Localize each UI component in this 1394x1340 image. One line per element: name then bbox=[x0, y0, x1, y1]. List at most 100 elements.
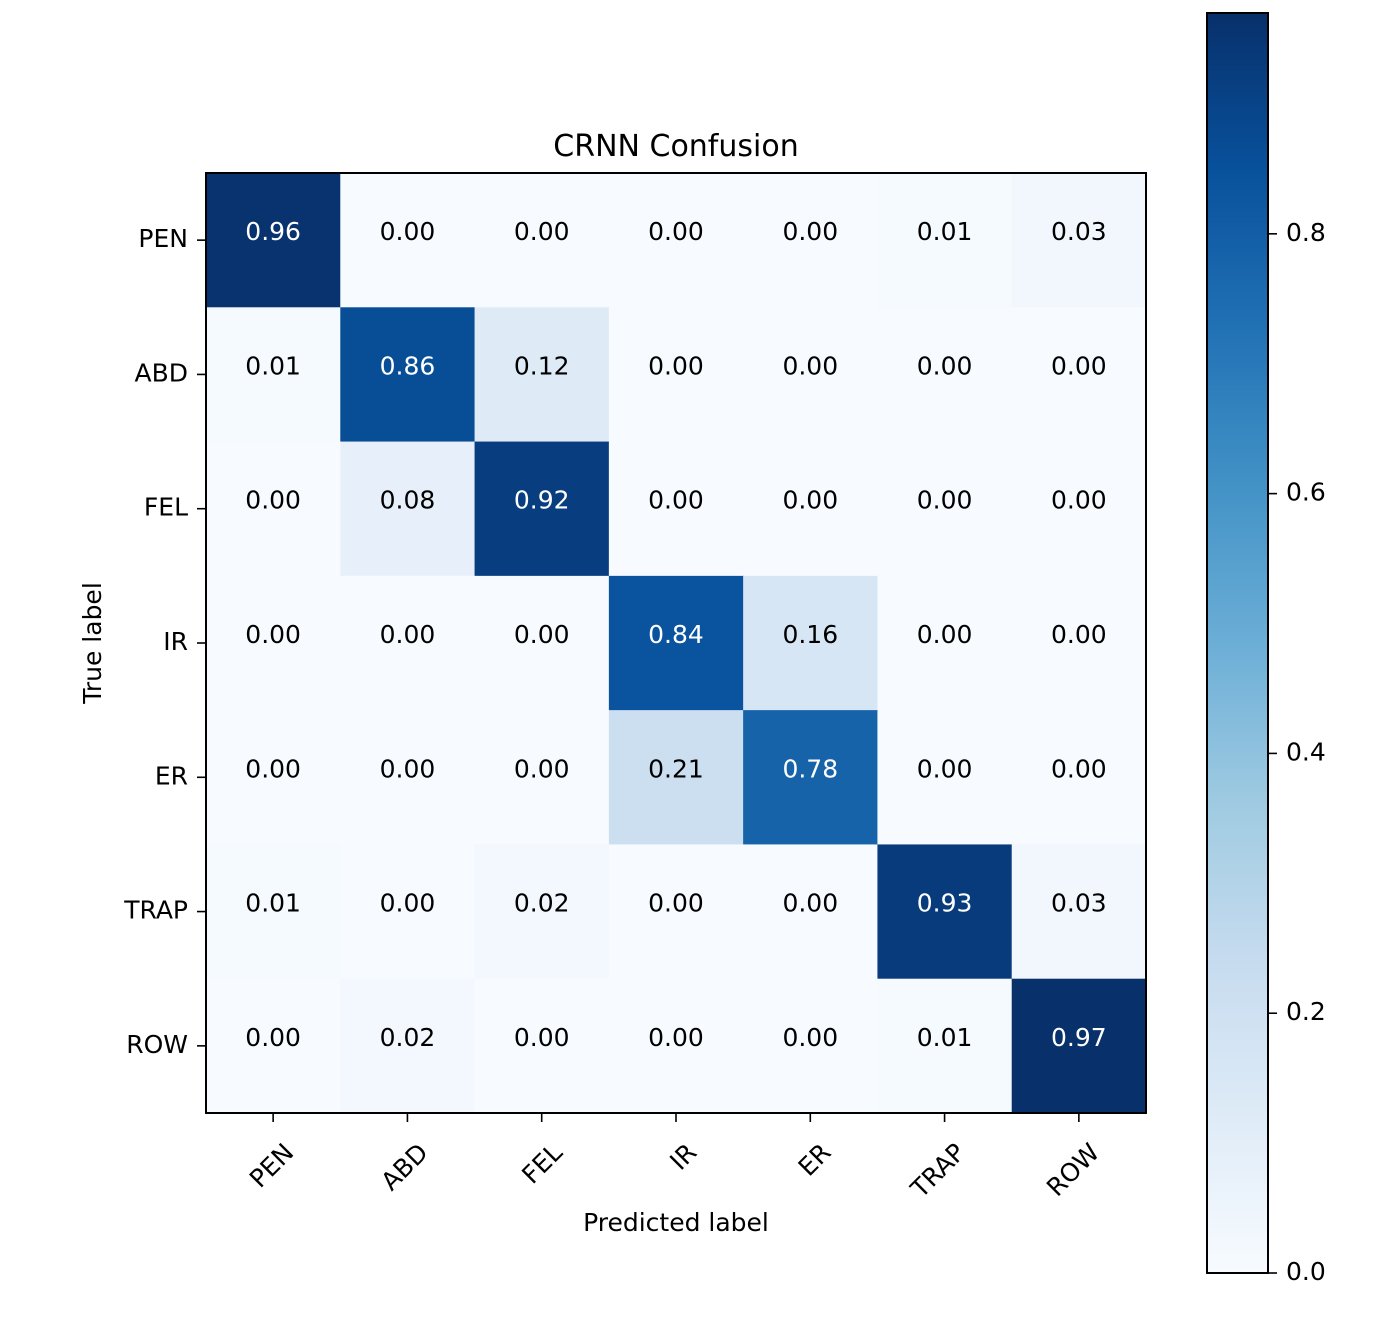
cell-value-label: 0.00 bbox=[782, 217, 838, 246]
cell-value-label: 0.00 bbox=[380, 217, 436, 246]
colorbar-tick-label: 0.0 bbox=[1286, 1257, 1326, 1286]
y-tick-label: PEN bbox=[138, 224, 188, 253]
x-tick-label: FEL bbox=[516, 1138, 568, 1190]
heatmap-cell bbox=[877, 844, 1013, 980]
heatmap-cell bbox=[1011, 978, 1147, 1114]
heatmap-cell bbox=[206, 978, 341, 1114]
cell-value-label: 0.00 bbox=[917, 486, 973, 515]
heatmap-cell bbox=[608, 173, 744, 308]
cell-value-label: 0.00 bbox=[514, 217, 570, 246]
y-tick-label: ER bbox=[155, 761, 188, 790]
cell-value-label: 0.00 bbox=[380, 754, 436, 783]
heatmap-cell bbox=[206, 173, 341, 308]
heatmap-cell bbox=[877, 307, 1013, 443]
cell-value-label: 0.01 bbox=[245, 351, 301, 380]
heatmap-cell bbox=[877, 173, 1013, 308]
cell-value-label: 0.00 bbox=[245, 1023, 301, 1052]
cell-value-label: 0.00 bbox=[380, 889, 436, 918]
cell-value-label: 0.84 bbox=[648, 620, 704, 649]
cell-value-label: 0.01 bbox=[917, 1023, 973, 1052]
x-tick-label: PEN bbox=[244, 1138, 300, 1194]
colorbar-ticks: 0.0 0.2 0.4 0.6 0.8 bbox=[1268, 218, 1326, 1286]
heatmap-cell bbox=[1011, 844, 1147, 980]
heatmap-cell bbox=[743, 978, 879, 1114]
heatmap-cell bbox=[340, 173, 476, 308]
x-tick-label: IR bbox=[664, 1138, 702, 1176]
heatmap-cell bbox=[608, 575, 744, 711]
colorbar-tick-label: 0.2 bbox=[1286, 997, 1326, 1026]
cell-value-label: 0.93 bbox=[917, 889, 973, 918]
cell-value-label: 0.02 bbox=[514, 889, 570, 918]
colorbar-tick-label: 0.6 bbox=[1286, 478, 1326, 507]
cell-value-label: 0.00 bbox=[648, 351, 704, 380]
cell-value-label: 0.00 bbox=[514, 754, 570, 783]
heatmap-cell bbox=[474, 441, 610, 577]
cell-value-label: 0.00 bbox=[648, 889, 704, 918]
y-axis-ticks: PEN ABD FEL IR ER TRAP ROW bbox=[123, 224, 206, 1059]
cell-value-label: 0.00 bbox=[648, 1023, 704, 1052]
heatmap-cell bbox=[206, 575, 341, 711]
cell-value-label: 0.00 bbox=[245, 486, 301, 515]
heatmap-cell bbox=[1011, 710, 1147, 846]
heatmap-cell bbox=[206, 307, 341, 443]
cell-value-label: 0.00 bbox=[782, 889, 838, 918]
heatmap-cell bbox=[608, 441, 744, 577]
x-axis-ticks: PEN ABD FEL IR ER TRAP ROW bbox=[244, 1113, 1105, 1204]
cell-value-label: 0.00 bbox=[514, 1023, 570, 1052]
cell-value-label: 0.00 bbox=[648, 486, 704, 515]
heatmap-cell bbox=[1011, 441, 1147, 577]
heatmap-cell bbox=[608, 307, 744, 443]
heatmap-cell bbox=[608, 710, 744, 846]
x-axis-label: Predicted label bbox=[583, 1208, 769, 1237]
heatmap-cells bbox=[206, 173, 1147, 1114]
cell-value-label: 0.03 bbox=[1051, 217, 1107, 246]
cell-value-label: 0.00 bbox=[1051, 754, 1107, 783]
y-tick-label: ABD bbox=[134, 358, 188, 387]
heatmap-cell bbox=[474, 710, 610, 846]
heatmap-cell bbox=[474, 978, 610, 1114]
heatmap-cell-labels: 0.96 0.00 0.00 0.00 0.00 0.01 0.03 0.01 0.86 0.12… bbox=[245, 217, 1106, 1052]
heatmap-cell bbox=[1011, 173, 1147, 308]
cell-value-label: 0.78 bbox=[782, 754, 838, 783]
heatmap-cell bbox=[608, 978, 744, 1114]
heatmap-cell bbox=[474, 307, 610, 443]
heatmap-cell bbox=[340, 575, 476, 711]
heatmap-cell bbox=[340, 307, 476, 443]
cell-value-label: 0.00 bbox=[917, 351, 973, 380]
cell-value-label: 0.00 bbox=[1051, 620, 1107, 649]
cell-value-label: 0.08 bbox=[380, 486, 436, 515]
heatmap-cell bbox=[1011, 307, 1147, 443]
cell-value-label: 0.00 bbox=[782, 486, 838, 515]
cell-value-label: 0.97 bbox=[1051, 1023, 1107, 1052]
cell-value-label: 0.12 bbox=[514, 351, 570, 380]
heatmap-cell bbox=[206, 844, 341, 980]
heatmap-cell bbox=[743, 441, 879, 577]
cell-value-label: 0.02 bbox=[380, 1023, 436, 1052]
heatmap-cell bbox=[206, 710, 341, 846]
cell-value-label: 0.00 bbox=[782, 351, 838, 380]
cell-value-label: 0.00 bbox=[514, 620, 570, 649]
cell-value-label: 0.00 bbox=[245, 754, 301, 783]
heatmap-cell bbox=[474, 575, 610, 711]
y-tick-label: FEL bbox=[144, 493, 188, 522]
cell-value-label: 0.00 bbox=[917, 754, 973, 783]
cell-value-label: 0.00 bbox=[917, 620, 973, 649]
heatmap-cell bbox=[340, 978, 476, 1114]
cell-value-label: 0.01 bbox=[245, 889, 301, 918]
heatmap-cell bbox=[474, 173, 610, 308]
heatmap-cell bbox=[1011, 575, 1147, 711]
cell-value-label: 0.00 bbox=[1051, 351, 1107, 380]
cell-value-label: 0.00 bbox=[245, 620, 301, 649]
heatmap-cell bbox=[743, 307, 879, 443]
colorbar-tick-label: 0.4 bbox=[1286, 737, 1326, 766]
colorbar bbox=[1206, 12, 1269, 1274]
cell-value-label: 0.86 bbox=[380, 351, 436, 380]
heatmap-cell bbox=[877, 710, 1013, 846]
y-tick-label: TRAP bbox=[123, 896, 188, 925]
chart-title: CRNN Confusion bbox=[553, 129, 798, 164]
cell-value-label: 0.21 bbox=[648, 754, 704, 783]
heatmap-cell bbox=[608, 844, 744, 980]
cell-value-label: 0.00 bbox=[380, 620, 436, 649]
x-tick-label: ABD bbox=[375, 1138, 433, 1196]
